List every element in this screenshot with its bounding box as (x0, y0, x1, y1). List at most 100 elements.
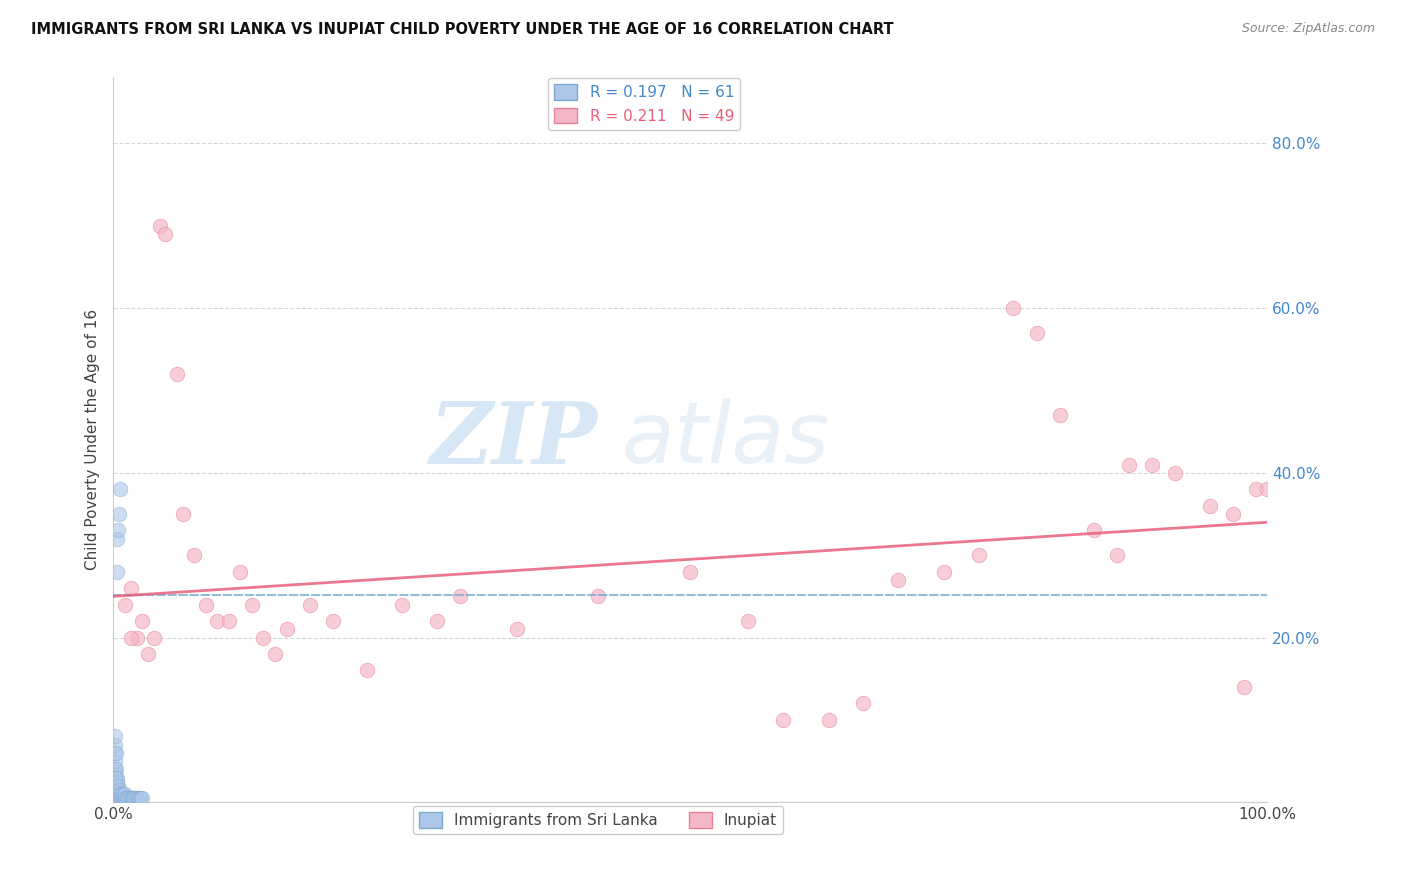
Point (104, 779, 127, 793)
Point (426, 614, 449, 628)
Point (166, 367, 188, 381)
Point (104, 774, 127, 789)
Legend: Immigrants from Sri Lanka, Inupiat: Immigrants from Sri Lanka, Inupiat (413, 806, 783, 835)
Point (967, 548, 990, 562)
Point (117, 791, 139, 805)
Point (183, 548, 205, 562)
Point (111, 787, 134, 801)
Point (107, 779, 129, 793)
Point (117, 791, 139, 805)
Point (1118, 458, 1140, 472)
Point (105, 791, 128, 805)
Point (110, 787, 132, 801)
Point (122, 791, 145, 805)
Point (1198, 499, 1220, 513)
Point (128, 791, 150, 805)
Point (142, 631, 165, 645)
Point (449, 590, 471, 604)
Point (104, 783, 127, 797)
Point (104, 766, 127, 780)
Point (104, 762, 127, 776)
Point (108, 507, 131, 521)
Point (107, 791, 129, 805)
Text: atlas: atlas (621, 399, 830, 482)
Point (125, 631, 148, 645)
Text: Source: ZipAtlas.com: Source: ZipAtlas.com (1241, 22, 1375, 36)
Point (120, 581, 142, 595)
Point (1244, 483, 1267, 497)
Point (1164, 466, 1187, 480)
Point (104, 791, 127, 805)
Point (105, 532, 128, 546)
Point (104, 754, 127, 768)
Point (172, 507, 194, 521)
Point (129, 791, 152, 805)
Point (1049, 408, 1071, 422)
Point (818, 713, 841, 727)
Point (104, 787, 127, 801)
Point (1256, 483, 1278, 497)
Point (104, 771, 127, 785)
Point (1083, 524, 1105, 538)
Point (104, 791, 127, 805)
Point (218, 614, 240, 628)
Point (105, 565, 128, 579)
Point (1233, 680, 1256, 694)
Point (114, 791, 136, 805)
Point (1222, 507, 1244, 521)
Point (887, 573, 910, 587)
Point (108, 783, 131, 797)
Point (127, 791, 149, 805)
Point (356, 664, 378, 678)
Point (105, 774, 128, 789)
Point (264, 647, 287, 661)
Point (114, 598, 136, 612)
Point (110, 791, 132, 805)
Point (105, 783, 128, 797)
Point (155, 227, 177, 241)
Point (124, 791, 146, 805)
Point (129, 791, 152, 805)
Point (149, 219, 172, 233)
Point (131, 791, 153, 805)
Point (110, 787, 132, 801)
Point (108, 791, 131, 805)
Point (125, 791, 148, 805)
Y-axis label: Child Poverty Under the Age of 16: Child Poverty Under the Age of 16 (86, 310, 100, 570)
Point (104, 779, 127, 793)
Point (107, 524, 129, 538)
Point (852, 697, 875, 711)
Point (737, 614, 759, 628)
Point (240, 598, 263, 612)
Point (194, 598, 217, 612)
Point (104, 783, 127, 797)
Point (105, 779, 128, 793)
Text: IMMIGRANTS FROM SRI LANKA VS INUPIAT CHILD POVERTY UNDER THE AGE OF 16 CORRELATI: IMMIGRANTS FROM SRI LANKA VS INUPIAT CHI… (31, 22, 894, 37)
Point (679, 565, 702, 579)
Point (104, 746, 127, 760)
Point (107, 787, 129, 801)
Point (120, 791, 142, 805)
Point (207, 614, 229, 628)
Point (112, 791, 135, 805)
Point (104, 738, 127, 752)
Point (934, 565, 956, 579)
Point (229, 565, 252, 579)
Point (104, 774, 127, 789)
Point (104, 787, 127, 801)
Point (104, 762, 127, 776)
Point (772, 713, 794, 727)
Point (391, 598, 413, 612)
Point (252, 631, 274, 645)
Point (115, 791, 138, 805)
Point (506, 622, 529, 636)
Point (110, 483, 132, 497)
Point (586, 590, 609, 604)
Point (104, 746, 127, 760)
Point (120, 631, 142, 645)
Point (104, 730, 127, 744)
Point (114, 787, 136, 801)
Text: ZIP: ZIP (430, 398, 598, 482)
Point (111, 791, 134, 805)
Point (110, 791, 132, 805)
